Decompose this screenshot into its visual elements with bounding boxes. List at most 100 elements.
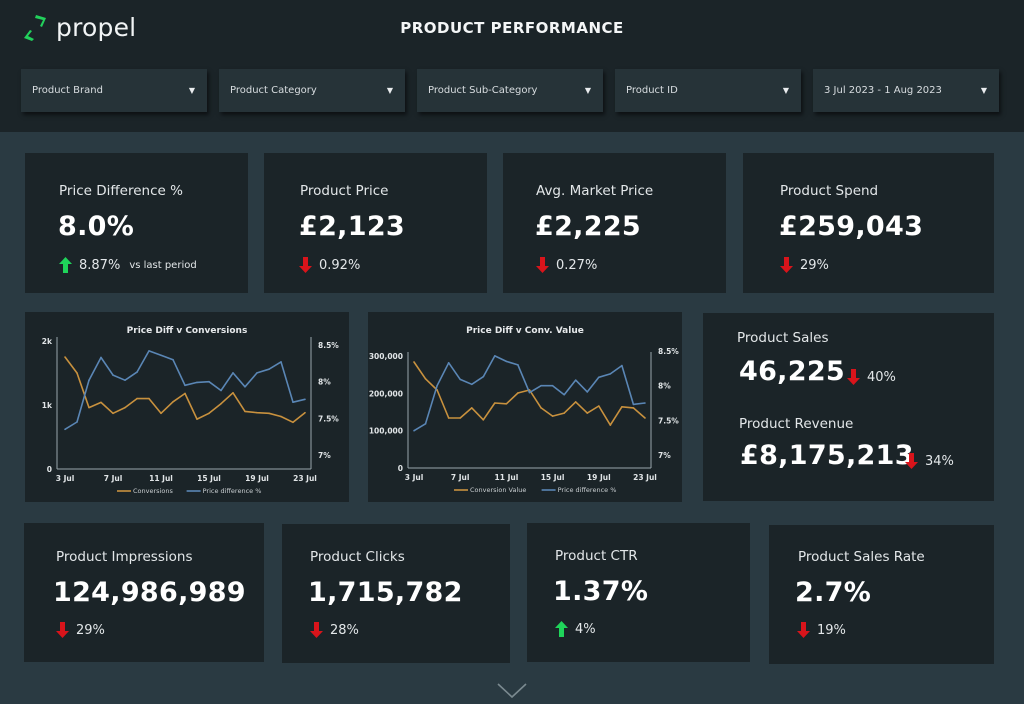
y-left-tick-label: 100,000 xyxy=(369,427,403,436)
data-point xyxy=(304,411,306,414)
data-point xyxy=(447,361,450,364)
filter-label: Product ID xyxy=(626,85,678,96)
kpi-value: 1,715,782 xyxy=(308,577,463,608)
kpi-delta-value: 29% xyxy=(76,622,105,638)
kpi-card-product-sales-rate: Product Sales Rate 2.7% 19% xyxy=(769,525,994,664)
kpi-value-revenue: £8,175,213 xyxy=(740,440,914,471)
data-point xyxy=(598,405,600,407)
kpi-delta: 0.27% xyxy=(536,257,597,273)
y-right-tick-label: 7.5% xyxy=(658,416,679,425)
x-tick-label: 11 Jul xyxy=(149,474,173,483)
kpi-label: Product Price xyxy=(300,183,389,199)
data-point xyxy=(148,397,150,400)
kpi-label: Price Difference % xyxy=(59,183,183,199)
caret-down-icon: ▼ xyxy=(386,86,393,95)
kpi-delta-note: vs last period xyxy=(129,259,197,271)
data-point xyxy=(268,368,270,370)
arrow-down-icon xyxy=(310,622,323,638)
data-point xyxy=(76,372,78,374)
kpi-delta: 4% xyxy=(555,621,596,637)
data-point xyxy=(124,379,126,381)
propel-logo-icon xyxy=(24,15,46,41)
caret-down-icon: ▼ xyxy=(584,86,591,95)
caret-down-icon: ▼ xyxy=(782,86,789,95)
chart-card-price-diff-v-conversions: Price Diff v Conversions 0 1k 2k 7% 7.5% 8% 8.5… xyxy=(25,312,349,502)
data-point xyxy=(540,407,542,409)
brand-logo[interactable]: propel xyxy=(20,12,136,42)
data-point xyxy=(232,372,234,374)
kpi-card-price-difference: Price Difference % 8.0% 8.87% vs last pe… xyxy=(25,153,248,293)
caret-down-icon: ▼ xyxy=(188,86,195,95)
data-point xyxy=(136,397,138,400)
kpi-card-product-spend: Product Spend £259,043 29% xyxy=(743,153,994,293)
kpi-value: 2.7% xyxy=(795,577,872,608)
data-point xyxy=(436,384,438,387)
kpi-label: Product Impressions xyxy=(56,549,193,565)
kpi-delta-value: 0.92% xyxy=(319,257,361,273)
data-point xyxy=(280,415,282,418)
x-tick-label: 7 Jul xyxy=(104,474,123,483)
data-point xyxy=(505,360,508,363)
kpi-card-product-clicks: Product Clicks 1,715,782 28% xyxy=(282,524,510,663)
x-tick-label: 15 Jul xyxy=(541,473,565,482)
kpi-label: Product Sales Rate xyxy=(798,549,925,565)
filter-product-sub-category[interactable]: Product Sub-Category ▼ xyxy=(417,69,603,112)
x-tick-label: 19 Jul xyxy=(587,473,611,482)
data-point xyxy=(64,356,66,358)
x-tick-label: 3 Jul xyxy=(405,473,424,482)
data-point xyxy=(413,361,415,363)
data-point xyxy=(505,402,508,405)
page-title: PRODUCT PERFORMANCE xyxy=(400,19,624,37)
caret-down-icon: ▼ xyxy=(980,86,987,95)
data-point xyxy=(184,384,186,387)
data-point xyxy=(494,402,496,404)
x-tick-label: 23 Jul xyxy=(633,473,657,482)
data-point xyxy=(220,389,222,392)
y-left-tick-label: 300,000 xyxy=(369,352,403,361)
kpi-delta-value: 34% xyxy=(925,453,954,469)
data-point xyxy=(574,379,577,381)
data-point xyxy=(280,361,282,363)
data-point xyxy=(64,428,66,431)
data-point xyxy=(517,392,519,394)
data-point xyxy=(256,411,258,414)
legend-label: Conversion Value xyxy=(470,486,526,494)
data-point xyxy=(124,406,126,409)
filter-date-range[interactable]: 3 Jul 2023 - 1 Aug 2023 ▼ xyxy=(813,69,999,112)
filter-product-category[interactable]: Product Category ▼ xyxy=(219,69,405,112)
data-point xyxy=(196,381,198,384)
y-right-tick-label: 7% xyxy=(318,451,331,460)
kpi-delta-value: 29% xyxy=(800,257,829,273)
series-line-price-difference- xyxy=(64,350,306,430)
kpi-value: 124,986,989 xyxy=(53,577,246,608)
data-point xyxy=(220,402,222,405)
filter-label: Product Brand xyxy=(32,85,103,96)
filter-product-brand[interactable]: Product Brand ▼ xyxy=(21,69,207,112)
kpi-delta-value: 28% xyxy=(330,622,359,638)
data-point xyxy=(184,392,186,395)
filter-product-id[interactable]: Product ID ▼ xyxy=(615,69,801,112)
kpi-label: Avg. Market Price xyxy=(536,183,654,199)
data-point xyxy=(459,378,461,381)
x-tick-label: 19 Jul xyxy=(245,474,269,483)
data-point xyxy=(551,415,554,417)
kpi-delta-value: 8.87% xyxy=(79,257,121,273)
data-point xyxy=(598,376,600,379)
kpi-delta: 8.87% vs last period xyxy=(59,257,197,273)
kpi-card-product-ctr: Product CTR 1.37% 4% xyxy=(527,523,750,662)
data-point xyxy=(621,364,623,367)
data-point xyxy=(172,401,174,403)
data-point xyxy=(424,377,427,380)
data-point xyxy=(621,405,623,408)
data-point xyxy=(644,402,646,404)
data-point xyxy=(136,371,138,373)
series-line-conversion-value xyxy=(413,361,646,426)
data-point xyxy=(208,380,210,383)
data-point xyxy=(482,375,485,378)
data-point xyxy=(76,421,78,423)
data-point xyxy=(563,393,565,396)
kpi-delta-value: 40% xyxy=(867,369,896,385)
data-point xyxy=(528,391,531,394)
scroll-down-chevron-icon[interactable] xyxy=(497,683,527,699)
arrow-down-icon xyxy=(780,257,793,273)
